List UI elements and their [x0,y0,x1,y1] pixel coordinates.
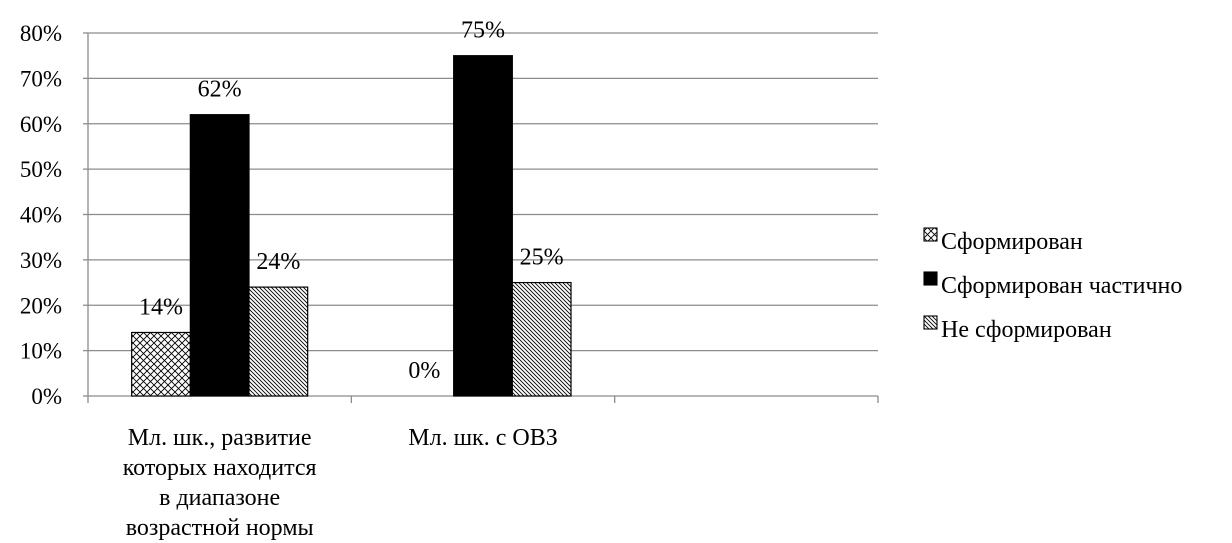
bar [248,286,309,397]
y-tick-label: 20% [20,293,62,318]
data-label: 14% [139,294,183,320]
legend: Сформирован Сформирован частично Не сформи… [923,227,1182,343]
bar [511,281,572,397]
x-category-label: Мл. шк., развитие которых находится в диап… [123,425,317,541]
legend-label: Сформирован [941,229,1083,255]
legend-label: Не сформирован [941,317,1112,343]
data-label: 75% [461,18,505,44]
legend-swatch [923,315,938,330]
data-label: 24% [256,249,300,275]
data-label: 62% [198,77,242,103]
bars [131,55,572,397]
data-labels: 14% 62% 24% 0% 75% 25% [139,18,564,384]
y-tick-label: 40% [20,203,62,228]
legend-swatch [923,271,938,286]
legend-label: Сформирован частично [941,273,1182,299]
y-tick-label: 30% [20,248,62,273]
y-tick-label: 50% [20,157,62,182]
y-tick-label: 70% [20,66,62,91]
legend-swatch [923,227,938,242]
x-category-label: Мл. шк. с ОВЗ [408,425,557,451]
y-tick-label: 60% [20,112,62,137]
axes: 0% 10% 20% 30% 40% 50% 60% 70% 80% Мл. шк., разви… [20,21,879,541]
bar [453,55,513,397]
data-label: 25% [520,245,564,271]
y-tick-label: 10% [20,339,62,364]
bar [189,114,250,397]
data-label: 0% [408,358,440,384]
y-tick-label: 0% [31,384,62,409]
bar [131,331,191,397]
y-tick-label: 80% [20,21,62,46]
